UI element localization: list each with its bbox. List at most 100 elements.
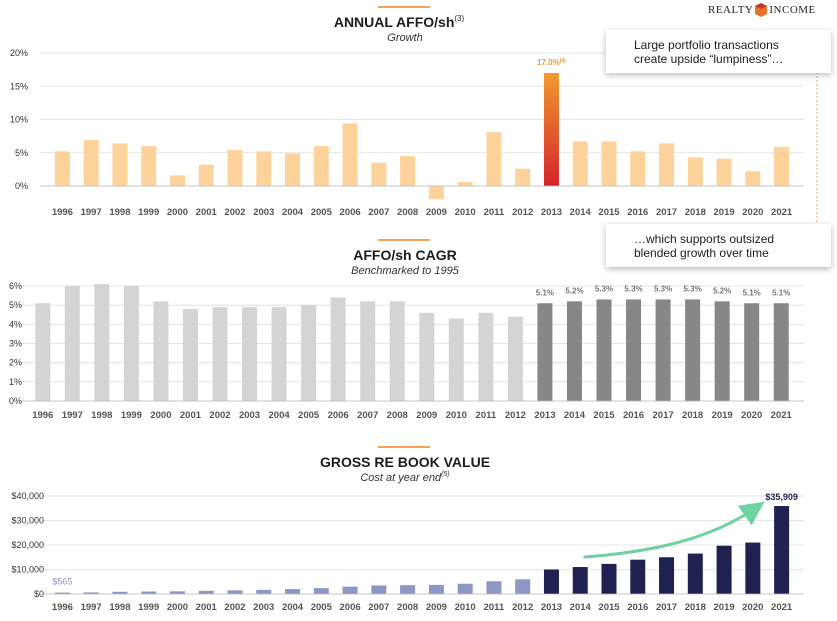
data-label: 5.3%	[624, 284, 642, 293]
bar-2012	[515, 168, 531, 186]
y-tick-label: $40,000	[11, 491, 44, 501]
chart1-title: ANNUAL AFFO/sh(3)	[334, 14, 465, 30]
x-tick-label: 1998	[109, 602, 130, 613]
first-value-label: $565	[52, 577, 72, 587]
data-label: 5.1%	[536, 288, 554, 297]
bar-2004	[285, 153, 301, 186]
bar-2013	[543, 72, 559, 186]
x-tick-label: 2005	[298, 410, 320, 421]
highlight-data-label: 17.0%(4)	[537, 58, 566, 67]
bar-2008	[400, 156, 416, 186]
logo-text-right: INCOME	[769, 4, 816, 16]
x-tick-label: 2014	[570, 207, 592, 218]
x-tick-label: 2011	[484, 602, 505, 613]
x-tick-label: 2010	[455, 602, 476, 613]
bar-2018	[685, 299, 701, 401]
highlight-value: 17.0%	[537, 58, 560, 67]
bar-2013	[543, 569, 559, 594]
x-tick-label: 2015	[598, 207, 620, 218]
data-label: 5.3%	[595, 284, 613, 293]
x-tick-label: 2016	[627, 207, 648, 218]
x-tick-label: 2013	[541, 207, 562, 218]
y-tick-label: 4%	[9, 319, 22, 329]
x-tick-label: 2008	[397, 207, 418, 218]
x-tick-label: 2015	[598, 602, 620, 613]
bar-2007	[371, 162, 387, 186]
bar-2001	[198, 590, 214, 594]
x-tick-label: 2009	[426, 207, 447, 218]
bar-2009	[419, 312, 435, 401]
chart3-subtitle-superscript: (5)	[441, 471, 450, 478]
note2-line2: blended growth over time	[634, 246, 769, 260]
bar-2015	[601, 141, 617, 186]
bar-2011	[486, 581, 502, 594]
x-tick-label: 2000	[167, 602, 188, 613]
x-tick-label: 2003	[253, 207, 274, 218]
x-tick-label: 2003	[239, 410, 260, 421]
bar-2010	[448, 318, 464, 401]
x-tick-label: 1999	[138, 207, 159, 218]
bar-1998	[112, 143, 128, 186]
x-tick-label: 1998	[91, 410, 112, 421]
data-label: 5.3%	[683, 284, 701, 293]
chart1-title-superscript: (3)	[454, 14, 464, 23]
bar-2004	[271, 307, 287, 401]
bar-1999	[141, 146, 157, 186]
x-tick-label: 2010	[446, 410, 467, 421]
x-tick-label: 2007	[357, 410, 378, 421]
bar-1996	[54, 151, 70, 186]
annual-affo-growth-chart: 0% 5% 10% 15% 20% 1996 1997 1998 1999 2000 2001 200…	[10, 48, 804, 218]
x-tick-label: 1996	[32, 410, 53, 421]
growth-trend-arrow	[583, 501, 765, 559]
bar-2000	[169, 591, 185, 594]
x-tick-label: 2013	[541, 602, 562, 613]
bar-1998	[112, 591, 128, 594]
x-tick-label: 2013	[534, 410, 555, 421]
bar-2015	[601, 563, 617, 594]
bar-2000	[153, 301, 169, 401]
x-tick-label: 2016	[623, 410, 644, 421]
affo-cagr-chart: 0% 1% 2% 3% 4% 5% 6% 1996 1997 1998 1999 2000 2001 20…	[9, 281, 804, 421]
bar-2016	[626, 299, 642, 401]
bar-2021	[773, 303, 789, 401]
x-tick-label: 2002	[224, 602, 245, 613]
x-tick-label: 2018	[685, 207, 706, 218]
x-tick-label: 2012	[505, 410, 526, 421]
x-tick-label: 1996	[52, 207, 73, 218]
bar-2005	[313, 588, 329, 594]
logo-text-left: REALTY	[708, 4, 754, 16]
y-tick-label: 10%	[10, 115, 28, 125]
x-tick-label: 2011	[484, 207, 505, 218]
bar-2021	[774, 146, 790, 186]
x-tick-label: 2007	[368, 602, 389, 613]
y-tick-label: 5%	[15, 148, 28, 158]
y-tick-label: 1%	[9, 377, 22, 387]
bar-2019	[714, 301, 730, 401]
bar-2002	[227, 150, 243, 186]
bar-2002	[212, 307, 228, 401]
x-tick-label: 2012	[512, 207, 533, 218]
last-value-label: $35,909	[765, 492, 798, 502]
bar-2017	[659, 557, 675, 594]
x-tick-label: 2006	[340, 602, 361, 613]
data-label: 5.2%	[713, 286, 731, 295]
x-tick-label: 2004	[282, 602, 304, 613]
bar-2009	[428, 584, 444, 594]
bar-2007	[360, 301, 376, 401]
bar-2012	[515, 579, 531, 594]
bar-2003	[256, 589, 272, 594]
y-tick-label: $20,000	[11, 540, 44, 550]
bar-2002	[227, 590, 243, 594]
bar-2005	[301, 305, 317, 401]
x-tick-label: 2019	[714, 207, 735, 218]
y-tick-label: 6%	[9, 281, 22, 291]
bar-1997	[64, 286, 80, 401]
x-tick-label: 2002	[224, 207, 245, 218]
bar-2000	[169, 175, 185, 186]
x-tick-label: 2008	[397, 602, 418, 613]
x-tick-label: 2017	[653, 410, 674, 421]
x-tick-label: 2006	[340, 207, 361, 218]
bar-2021	[774, 506, 790, 594]
bar-1997	[83, 592, 99, 594]
